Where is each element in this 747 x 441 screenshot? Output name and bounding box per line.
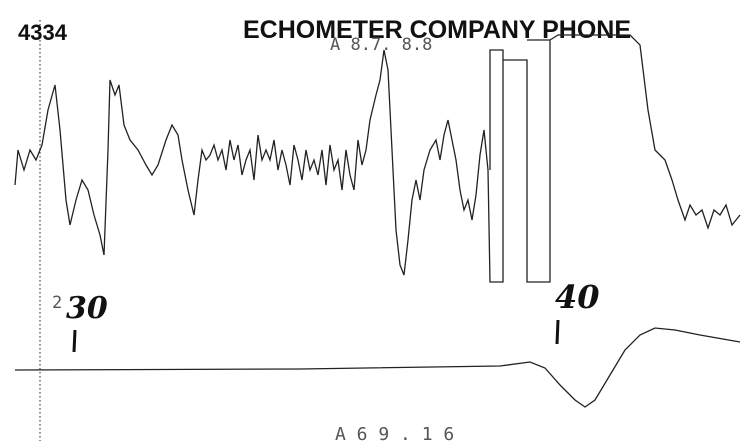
top-readout: A 8.7. 8.8 <box>330 35 432 55</box>
left-note: 30 <box>66 291 108 326</box>
left-tick <box>74 330 75 352</box>
background <box>0 0 747 441</box>
left-number: 2 <box>52 293 62 313</box>
bottom-readout: A 6 9 . 1 6 <box>335 424 454 441</box>
page: 4334 ECHOMETER COMPANY PHONE A 8.7. 8.8 … <box>0 0 747 441</box>
echometer-trace: 4334 ECHOMETER COMPANY PHONE A 8.7. 8.8 … <box>0 0 747 441</box>
header-title: ECHOMETER COMPANY PHONE <box>243 16 631 44</box>
record-id: 4334 <box>18 20 68 45</box>
right-tick <box>557 320 558 344</box>
right-note: 40 <box>555 278 600 316</box>
